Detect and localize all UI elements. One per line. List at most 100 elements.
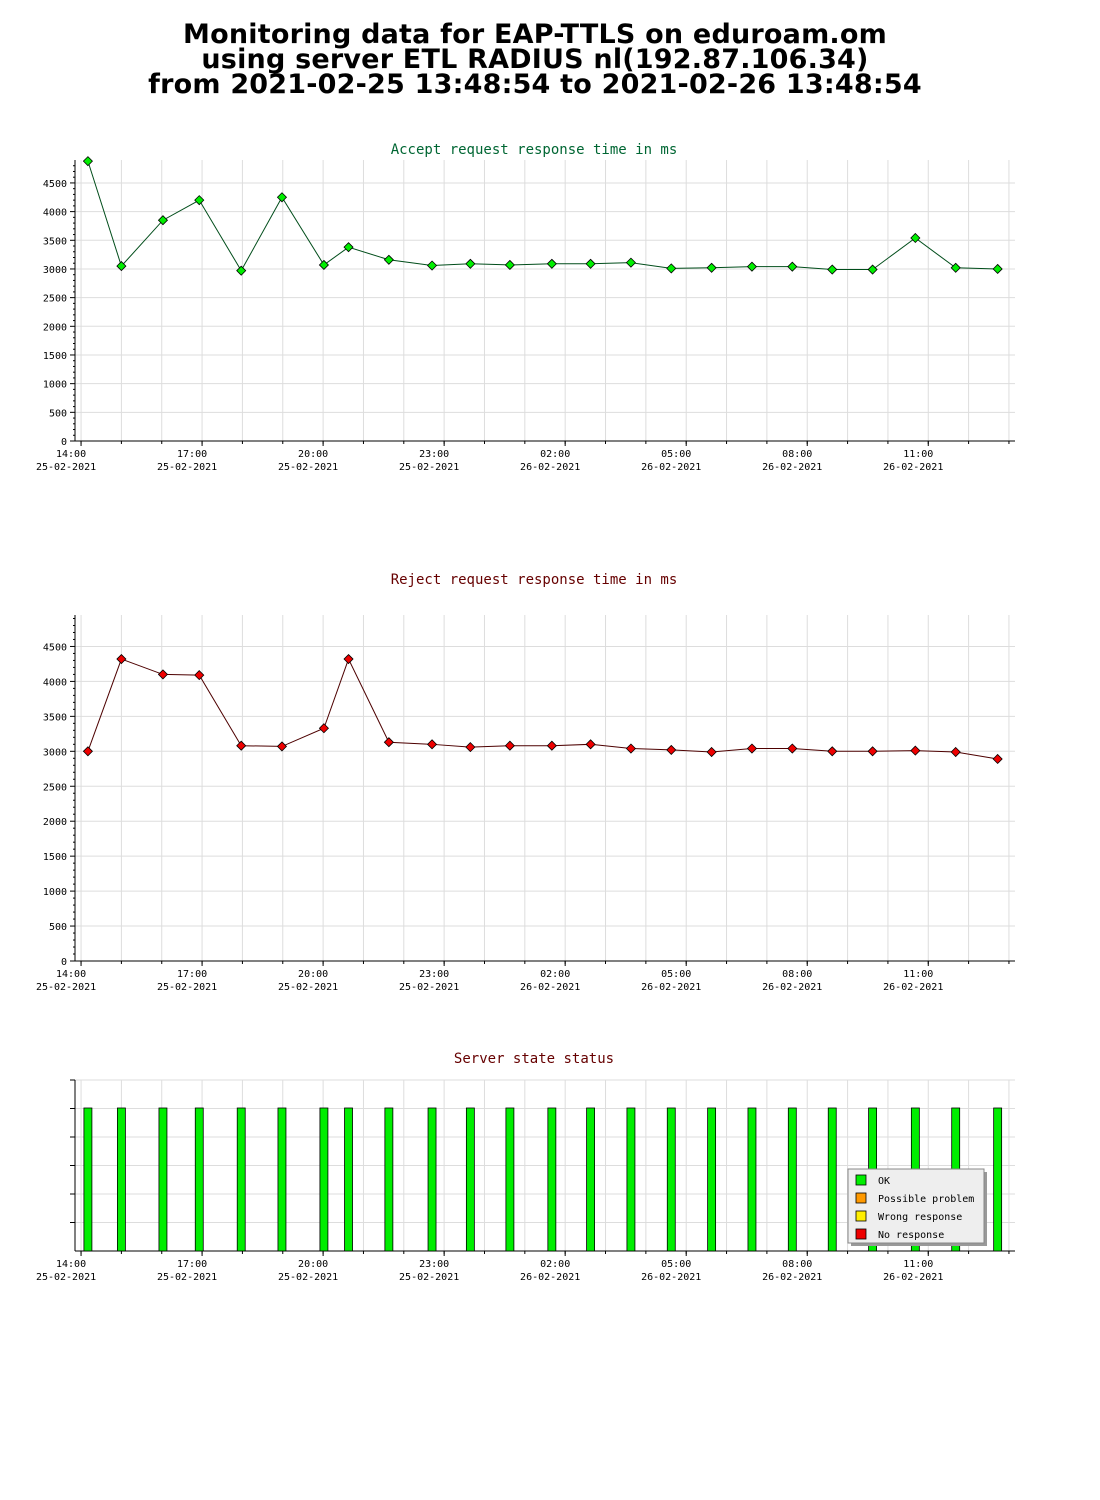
y-tick-label: 2500 xyxy=(43,782,67,793)
data-point xyxy=(867,746,878,757)
data-point xyxy=(950,262,961,273)
data-point xyxy=(383,254,394,265)
status-bar xyxy=(116,1107,126,1252)
data-point xyxy=(585,739,596,750)
x-tick-label-date: 26-02-2021 xyxy=(762,982,822,993)
data-point xyxy=(950,746,961,758)
status-bar xyxy=(384,1107,394,1252)
x-tick-label-time: 02:00 xyxy=(540,449,570,460)
x-tick-label-time: 02:00 xyxy=(540,1259,570,1270)
y-tick-label: 500 xyxy=(49,922,67,933)
x-tick-label-time: 20:00 xyxy=(298,1259,328,1270)
x-tick-label-date: 25-02-2021 xyxy=(399,462,459,473)
chart-title: Accept request response time in ms xyxy=(391,142,678,158)
status-bar xyxy=(344,1107,353,1252)
data-point xyxy=(157,669,169,680)
legend-label: No response xyxy=(878,1230,944,1241)
data-point xyxy=(465,742,476,753)
data-point xyxy=(625,257,636,268)
x-tick-label-time: 14:00 xyxy=(56,1259,86,1270)
data-point xyxy=(276,192,288,203)
x-tick-label-time: 08:00 xyxy=(782,1259,812,1270)
legend-swatch xyxy=(855,1174,867,1186)
y-tick-label: 500 xyxy=(49,408,67,419)
x-tick-label-date: 26-02-2021 xyxy=(641,1272,701,1283)
data-point xyxy=(82,746,93,757)
y-tick-label: 0 xyxy=(61,957,67,968)
y-tick-label: 4000 xyxy=(43,208,67,219)
page-header: Monitoring data for EAP-TTLS on eduroam.… xyxy=(0,19,1070,100)
status-bar xyxy=(586,1107,595,1252)
data-point xyxy=(546,740,557,751)
x-tick-label-time: 14:00 xyxy=(56,969,86,980)
x-tick-label-time: 08:00 xyxy=(782,449,812,460)
y-tick-label: 2000 xyxy=(43,817,67,828)
status-bar xyxy=(427,1107,437,1252)
y-tick-label: 3500 xyxy=(43,236,67,247)
status-bar xyxy=(83,1107,93,1252)
y-tick-label: 1000 xyxy=(43,380,67,391)
status-bar xyxy=(666,1107,676,1252)
x-tick-label-date: 25-02-2021 xyxy=(36,462,96,473)
y-tick-label: 3500 xyxy=(43,712,67,723)
data-point xyxy=(666,263,677,274)
x-tick-label-date: 25-02-2021 xyxy=(157,1272,217,1283)
data-point xyxy=(746,261,758,272)
data-point xyxy=(343,653,354,665)
status-bar xyxy=(547,1107,557,1252)
x-tick-label-time: 20:00 xyxy=(298,449,328,460)
data-point xyxy=(116,653,127,665)
status-bar xyxy=(505,1107,515,1252)
y-tick-label: 1500 xyxy=(43,852,67,863)
y-tick-label: 4500 xyxy=(43,642,67,653)
header-line-1: Monitoring data for EAP-TTLS on eduroam.… xyxy=(183,19,887,50)
y-tick-label: 1500 xyxy=(43,351,67,362)
server-status-chart: Server state status 14:00 25-02-2021 17:00 2… xyxy=(36,1051,1015,1283)
data-point xyxy=(504,740,515,751)
status-bar xyxy=(993,1107,1003,1252)
x-tick-label-time: 05:00 xyxy=(661,969,691,980)
x-tick-label-date: 25-02-2021 xyxy=(278,1272,338,1283)
x-tick-label-date: 26-02-2021 xyxy=(762,1272,822,1283)
data-point xyxy=(746,743,758,754)
x-tick-label-time: 05:00 xyxy=(661,449,691,460)
data-point xyxy=(276,741,288,752)
status-bar xyxy=(465,1107,475,1252)
y-tick-label: 3000 xyxy=(43,265,67,276)
x-tick-label-date: 25-02-2021 xyxy=(157,982,217,993)
y-tick-label: 1000 xyxy=(43,887,67,898)
legend-swatch xyxy=(855,1228,867,1240)
x-tick-label-date: 25-02-2021 xyxy=(36,982,96,993)
x-tick-label-date: 26-02-2021 xyxy=(520,1272,580,1283)
x-tick-label-date: 26-02-2021 xyxy=(520,982,580,993)
data-point xyxy=(827,264,838,275)
x-tick-label-date: 26-02-2021 xyxy=(883,982,943,993)
x-tick-label-time: 17:00 xyxy=(177,969,207,980)
x-tick-label-date: 25-02-2021 xyxy=(399,1272,459,1283)
data-point xyxy=(585,258,596,269)
chart-title: Server state status xyxy=(454,1051,614,1067)
header-line-3: from 2021-02-25 13:48:54 to 2021-02-26 1… xyxy=(148,69,922,100)
x-tick-label-date: 26-02-2021 xyxy=(520,462,580,473)
data-point xyxy=(546,258,557,269)
data-point xyxy=(383,737,394,748)
data-point xyxy=(426,739,438,750)
data-point xyxy=(787,743,798,754)
y-tick-label: 4500 xyxy=(43,179,67,190)
data-point xyxy=(236,740,247,751)
y-tick-label: 4000 xyxy=(43,677,67,688)
status-bar xyxy=(277,1107,287,1252)
legend-label: Wrong response xyxy=(878,1212,962,1223)
data-point xyxy=(910,232,921,244)
legend-box xyxy=(847,1168,985,1244)
status-bar xyxy=(707,1107,717,1252)
data-point xyxy=(666,744,677,755)
x-tick-label-date: 25-02-2021 xyxy=(399,982,459,993)
x-tick-label-time: 17:00 xyxy=(177,1259,207,1270)
x-tick-label-time: 08:00 xyxy=(782,969,812,980)
x-tick-label-date: 26-02-2021 xyxy=(762,462,822,473)
x-tick-label-time: 11:00 xyxy=(903,969,933,980)
status-bar xyxy=(747,1107,757,1252)
y-tick-label: 0 xyxy=(61,437,67,448)
data-point xyxy=(82,156,93,167)
